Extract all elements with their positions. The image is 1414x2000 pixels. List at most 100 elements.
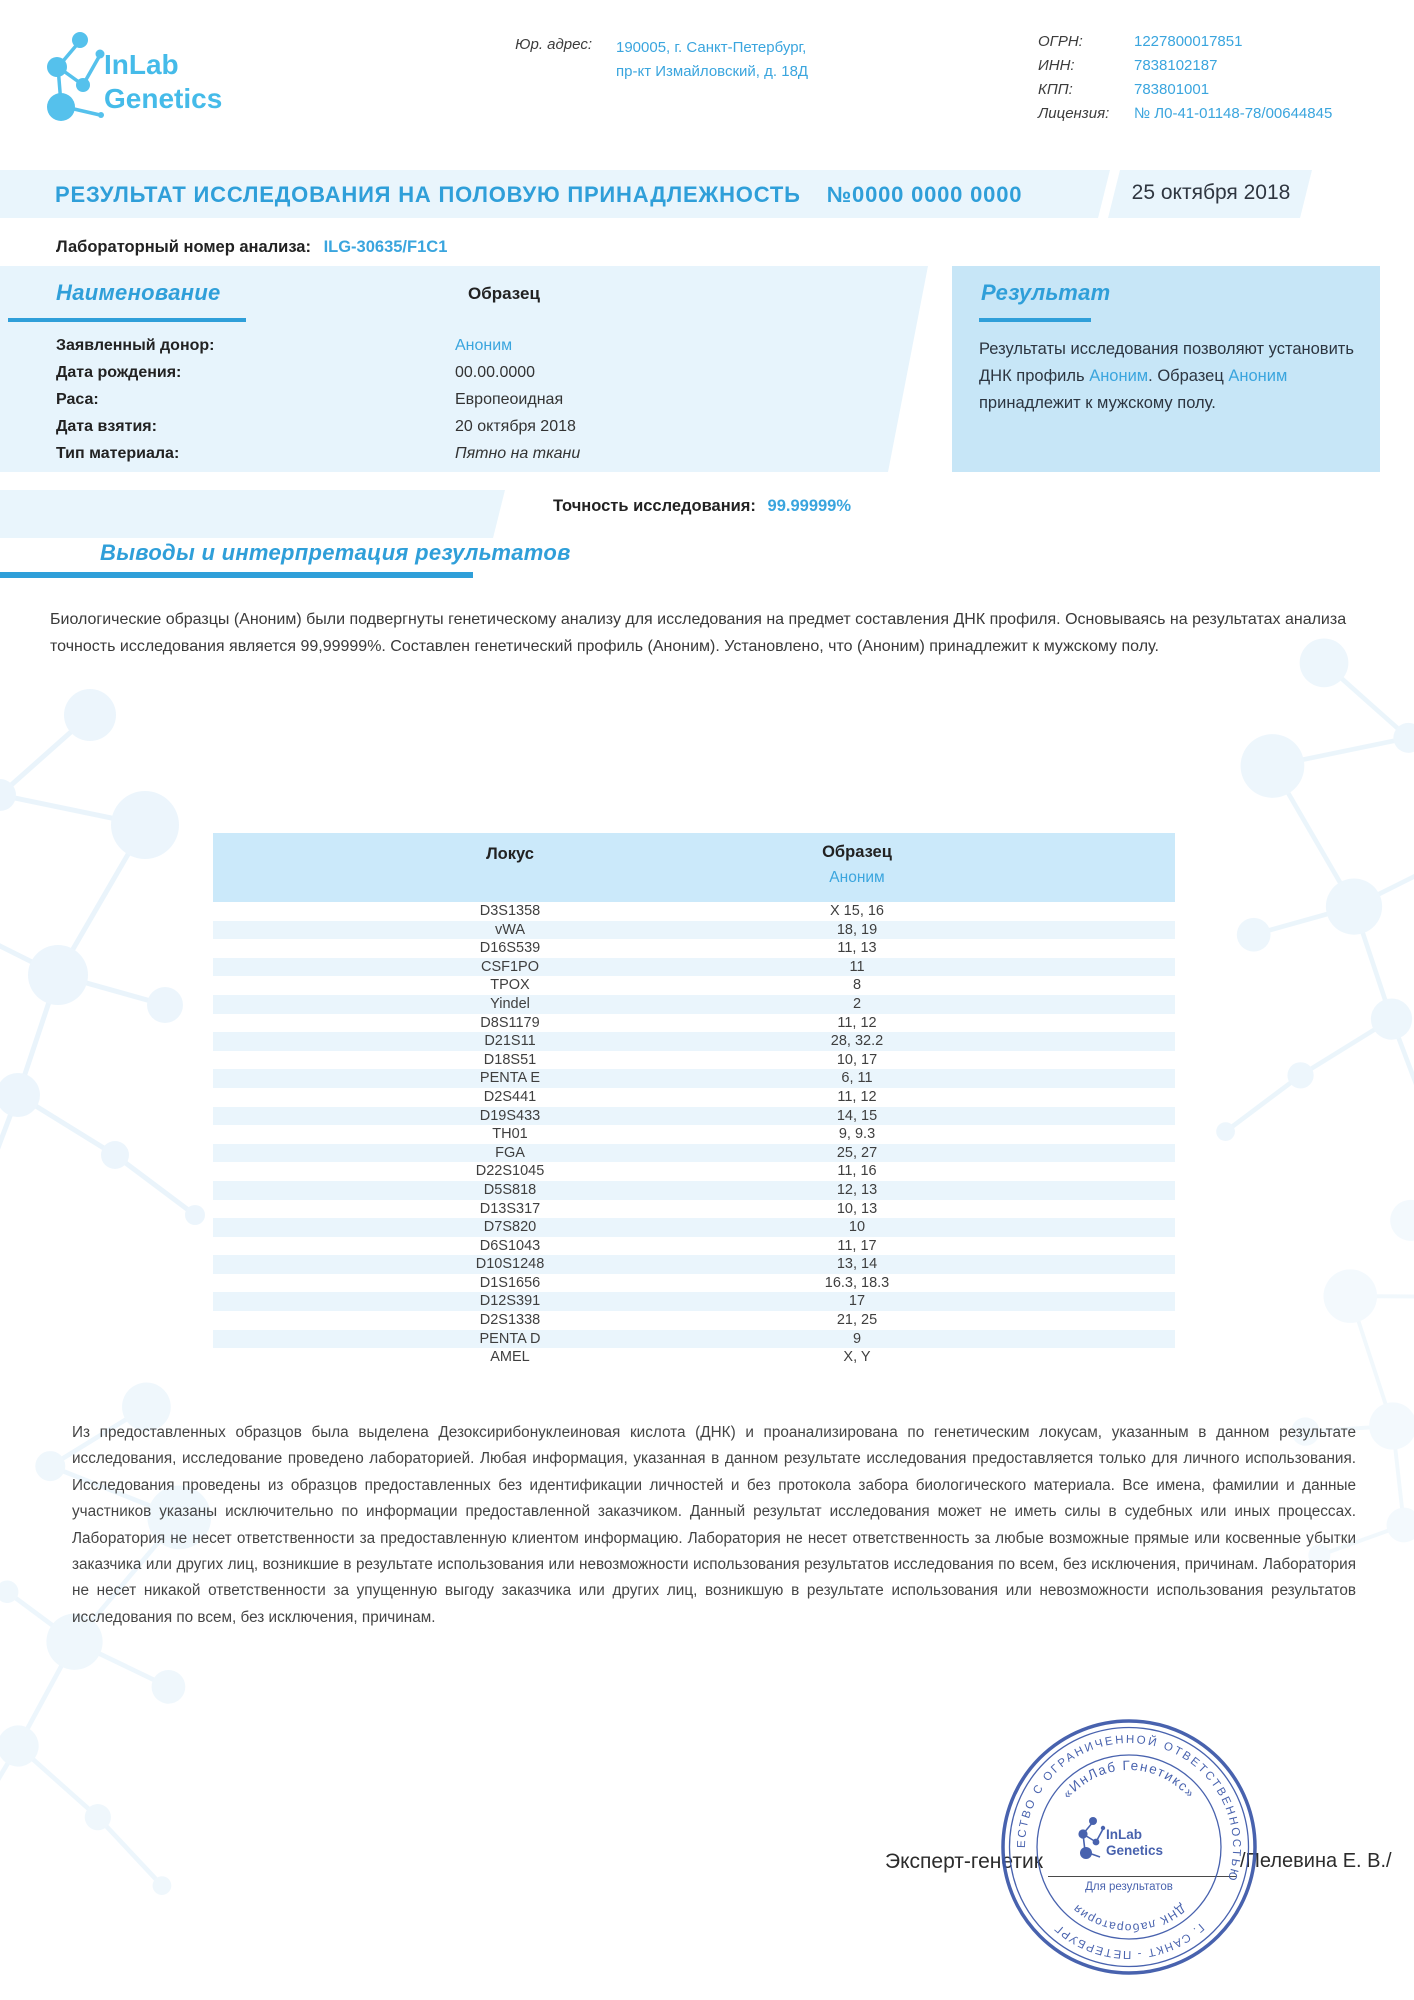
stamp-outer-circle2	[1008, 1726, 1250, 1968]
svg-text:«ИнЛаб Генетикс»: «ИнЛаб Генетикс»	[1059, 1758, 1198, 1801]
table-row: D8S1179 11, 12	[213, 1014, 1175, 1033]
table-row: D22S1045 11, 16	[213, 1162, 1175, 1181]
registration-label: ОГРН:	[1038, 33, 1083, 50]
loci-column-header: Локус	[486, 845, 534, 863]
legal-address-label: Юр. адрес:	[515, 36, 592, 53]
alleles-cell: 10, 17	[836, 1051, 878, 1068]
table-row: D6S1043 11, 17	[213, 1237, 1175, 1256]
locus-cell: D1S1656	[479, 1274, 541, 1291]
report-title-text: РЕЗУЛЬТАТ ИССЛЕДОВАНИЯ НА ПОЛОВУЮ ПРИНАД…	[55, 182, 801, 207]
table-row: PENTA E 6, 11	[213, 1069, 1175, 1088]
address-line2: пр-кт Измайловский, д. 18Д	[616, 63, 809, 80]
accuracy-label: Точность исследования:	[553, 497, 756, 515]
sample-label: Дата рождения:	[56, 364, 182, 381]
table-row: D3S1358 X 15, 16	[213, 902, 1175, 921]
registration-row: Лицензия: № Л0-41-01148-78/00644845	[1038, 102, 1332, 126]
alleles-cell: 11	[849, 958, 865, 975]
sample-row: Тип материала: Пятно на ткани	[56, 440, 580, 467]
locus-cell: FGA	[495, 1144, 525, 1161]
table-row: D13S317 10, 13	[213, 1200, 1175, 1219]
locus-cell: D16S539	[479, 940, 541, 957]
sample-value: Пятно на ткани	[455, 445, 581, 462]
registration-value: № Л0-41-01148-78/00644845	[1134, 105, 1333, 122]
alleles-cell: 21, 25	[836, 1312, 878, 1329]
sample-rows: Заявленный донор: Аноним Дата рождения: 00.…	[56, 332, 580, 467]
registration-label: Лицензия:	[1038, 105, 1110, 122]
stamp-inner-bottom-text: ДНК лаборатория	[1070, 1901, 1187, 1935]
table-row: D16S539 11, 13	[213, 939, 1175, 958]
molecule-watermark-icon	[1216, 638, 1414, 1152]
alleles-cell: 17	[848, 1293, 866, 1310]
signature-name: /Пелевина Е. В./	[1240, 1850, 1392, 1872]
locus-cell: TH01	[492, 1126, 528, 1143]
svg-text:ДНК лаборатория: ДНК лаборатория	[1070, 1901, 1188, 1935]
locus-cell: TPOX	[490, 977, 530, 994]
sample-panel-heading: Наименование	[56, 280, 221, 305]
table-row: PENTA D 9	[213, 1329, 1175, 1349]
locus-cell: D5S818	[483, 1181, 537, 1198]
alleles-cell: 10	[848, 1219, 866, 1236]
result-panel	[952, 266, 1380, 472]
alleles-cell: 12, 13	[836, 1181, 878, 1198]
sample-label: Раса:	[56, 391, 99, 408]
sample-heading-underline	[8, 318, 246, 322]
loci-table-rows: D3S1358 X 15, 16 vWA 18, 19 D16S539 11, 13 CSF…	[213, 902, 1175, 1367]
table-row: D19S433 14, 15	[213, 1106, 1175, 1126]
report-date: 25 октября 2018	[1131, 181, 1291, 204]
alleles-cell: X, Y	[843, 1349, 871, 1366]
registration-label: ИНН:	[1038, 57, 1075, 74]
result-panel-heading: Результат	[981, 280, 1111, 305]
table-row: D2S441 11, 12	[213, 1088, 1175, 1107]
locus-cell: CSF1PO	[480, 958, 539, 975]
table-row: D10S1248 13, 14	[213, 1255, 1175, 1274]
sample-row: Дата взятия: 20 октября 2018	[56, 413, 580, 440]
sample-value: Европеоидная	[455, 391, 564, 408]
alleles-cell: 13, 14	[836, 1256, 878, 1273]
accuracy-band	[0, 490, 506, 538]
table-row: TPOX 8	[213, 976, 1175, 995]
result-heading-underline	[979, 318, 1091, 322]
table-row: Yindel 2	[213, 994, 1175, 1014]
locus-cell: D21S11	[484, 1033, 536, 1050]
registration-list: ОГРН: 1227800017851 ИНН: 7838102187 КПП: 7838…	[1038, 30, 1332, 126]
sample-label: Тип материала:	[56, 445, 180, 462]
table-row: AMEL X, Y	[213, 1348, 1175, 1367]
alleles-cell: 25, 27	[836, 1144, 878, 1161]
alleles-cell: 11, 12	[837, 1014, 877, 1031]
locus-cell: vWA	[494, 921, 526, 938]
registration-label: КПП:	[1038, 81, 1073, 98]
table-row: D2S1338 21, 25	[213, 1311, 1175, 1330]
locus-cell: D10S1248	[475, 1256, 545, 1273]
locus-cell: PENTA E	[479, 1070, 541, 1087]
alleles-cell: 9, 9.3	[838, 1126, 876, 1143]
registration-value: 7838102187	[1134, 57, 1218, 74]
conclusions-paragraph: Биологические образцы (Аноним) были подв…	[50, 611, 1347, 655]
result-text-part: Результаты исследования позволяют устано…	[979, 340, 1354, 385]
sample-value: Аноним	[455, 337, 513, 354]
inlab-logo: InLab Genetics	[47, 32, 222, 121]
loci-table-header	[213, 833, 1175, 902]
registration-value: 783801001	[1134, 81, 1210, 98]
locus-cell: AMEL	[490, 1349, 530, 1366]
stamp-inner-circle	[1036, 1754, 1222, 1940]
table-row: D7S820 10	[213, 1218, 1175, 1237]
sample-label: Дата взятия:	[56, 418, 157, 435]
alleles-cell: 14, 15	[836, 1107, 878, 1124]
result-text-part: принадлежит к мужскому полу.	[979, 394, 1216, 412]
result-text: Результаты исследования позволяют устано…	[979, 336, 1357, 417]
stamp-outer-top-text: ОБЩЕСТВО С ОГРАНИЧЕННОЙ ОТВЕТСТВЕННОСТЬЮ	[1000, 1718, 1240, 1884]
conclusions-heading: Выводы и интерпретация результатов	[100, 540, 571, 565]
stamp-logo-line2: Genetics	[1106, 1843, 1163, 1858]
table-row: D5S818 12, 13	[213, 1180, 1175, 1200]
stamp-center-logo-icon: InLab Genetics Для результатов	[1078, 1817, 1173, 1893]
locus-cell: D7S820	[483, 1219, 537, 1236]
table-row: vWA 18, 19	[213, 920, 1175, 940]
alleles-cell: 6, 11	[841, 1070, 873, 1087]
accuracy-value: 99.99999%	[767, 497, 852, 515]
alleles-cell: 10, 13	[836, 1200, 878, 1217]
alleles-cell: 8	[852, 977, 862, 994]
address-line1: 190005, г. Санкт-Петербург,	[616, 39, 807, 56]
locus-cell: D2S1338	[479, 1312, 541, 1329]
sample-donor-subheader: Аноним	[829, 869, 885, 886]
